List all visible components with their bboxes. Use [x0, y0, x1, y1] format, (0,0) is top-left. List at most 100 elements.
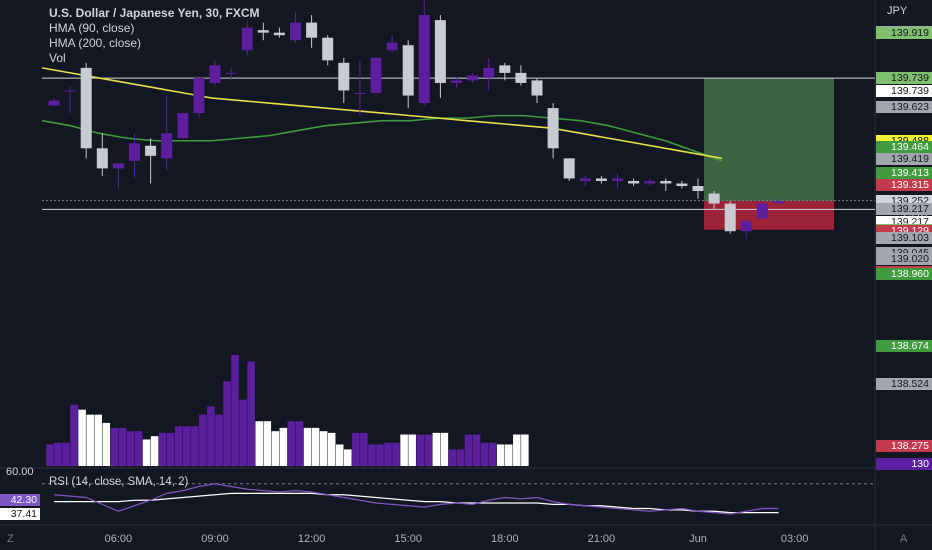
volume-bar	[472, 434, 481, 466]
volume-bar	[513, 434, 521, 466]
candle-body	[193, 77, 205, 114]
volume-bar	[118, 427, 127, 466]
indicator-volume[interactable]: Vol	[49, 51, 66, 65]
volume-bar	[158, 432, 167, 466]
volume-bar	[134, 431, 143, 466]
candle-body	[386, 42, 398, 51]
candle-body	[740, 221, 752, 232]
volume-bar	[376, 444, 384, 466]
price-tag: 138.674	[876, 339, 932, 352]
volume-bar	[110, 427, 119, 466]
candle-body	[273, 32, 285, 36]
volume-bar	[384, 442, 392, 466]
candle-body	[96, 148, 108, 169]
candle-body	[451, 80, 462, 83]
volume-bar	[505, 444, 513, 466]
timezone-icon[interactable]: Z	[7, 533, 14, 545]
candle-body	[225, 72, 237, 74]
indicator-hma-90[interactable]: HMA (90, close)	[49, 21, 135, 35]
stop-zone	[704, 201, 834, 230]
indicator-hma-200[interactable]: HMA (200, close)	[49, 36, 142, 50]
volume-bar	[199, 414, 207, 466]
candle-body	[290, 22, 301, 41]
volume-bar	[255, 421, 263, 466]
volume-bar	[432, 432, 441, 466]
currency-label[interactable]: JPY	[887, 5, 908, 17]
candle-body	[257, 30, 269, 33]
volume-bar	[70, 404, 78, 466]
volume-bar	[271, 431, 280, 466]
auto-scale-icon[interactable]: A	[900, 533, 908, 545]
chart-legend: U.S. Dollar / Japanese Yen, 30, FXCM HMA…	[49, 6, 260, 66]
time-label: 06:00	[104, 533, 133, 545]
volume-bar	[94, 414, 102, 466]
candle-body	[370, 57, 382, 93]
candle-body	[64, 90, 76, 92]
volume-bar	[86, 414, 94, 466]
candle-body	[48, 100, 60, 106]
rsi-scale-top: 60.00	[6, 466, 34, 478]
volume-bar	[166, 432, 175, 466]
volume-bar	[78, 409, 86, 466]
candle-body	[595, 178, 607, 181]
candle-body	[418, 15, 430, 104]
volume-bar	[352, 432, 360, 466]
price-tag: 139.217	[876, 203, 932, 216]
volume-bar	[360, 432, 368, 466]
price-tag: 139.419	[876, 152, 932, 165]
candle-body	[499, 65, 511, 73]
price-tag: 138.960	[876, 267, 932, 280]
rsi-line	[53, 483, 779, 515]
candle-body	[241, 27, 253, 51]
volume-bar	[496, 444, 505, 466]
candle-body	[547, 108, 559, 149]
time-label: 15:00	[394, 533, 422, 545]
volume-bar	[191, 426, 199, 466]
volume-bar	[311, 427, 320, 466]
volume-bar	[183, 426, 191, 466]
symbol-title[interactable]: U.S. Dollar / Japanese Yen, 30, FXCM	[49, 6, 260, 20]
volume-bar	[62, 442, 70, 466]
candle-body	[531, 80, 543, 96]
candle-body	[402, 45, 414, 96]
candle-body	[354, 93, 366, 94]
volume-bar	[448, 449, 457, 466]
volume-bar	[287, 421, 296, 466]
volume-bar	[521, 434, 529, 466]
volume-bar	[231, 354, 239, 466]
volume-bar	[174, 426, 183, 466]
rsi-legend[interactable]: RSI (14, close, SMA, 14, 2)	[49, 476, 189, 488]
candle-body	[434, 20, 446, 83]
volume-bar	[239, 399, 247, 466]
volume-bar	[480, 442, 489, 466]
volume-bar	[368, 444, 376, 466]
candle-body	[692, 186, 704, 192]
price-tag: 139.739	[876, 72, 932, 85]
volume-bar	[440, 432, 449, 466]
candle-body	[515, 72, 527, 83]
volume-bar	[303, 427, 312, 466]
volume-bar	[142, 439, 151, 466]
candle-body	[161, 133, 173, 159]
price-tag: 139.413	[876, 167, 932, 180]
volume-bar	[319, 431, 328, 466]
candle-body	[209, 65, 221, 83]
price-tag: 139.464	[876, 141, 932, 154]
volume-bar	[424, 434, 433, 466]
volume-bar	[247, 361, 255, 466]
volume-bar	[400, 434, 408, 466]
candle-body	[644, 180, 656, 184]
candle-body	[628, 180, 640, 184]
candle-body	[708, 193, 720, 204]
time-label: 21:00	[587, 533, 616, 545]
volume-bar	[392, 442, 400, 466]
time-label: Jun	[689, 533, 707, 545]
price-tag: 130	[876, 458, 932, 470]
candle-body	[467, 75, 479, 81]
hma-90-line	[41, 67, 723, 160]
candle-body	[112, 163, 124, 169]
candle-body	[338, 62, 350, 91]
candle-body	[579, 178, 591, 181]
price-tag: 139.315	[876, 178, 932, 191]
